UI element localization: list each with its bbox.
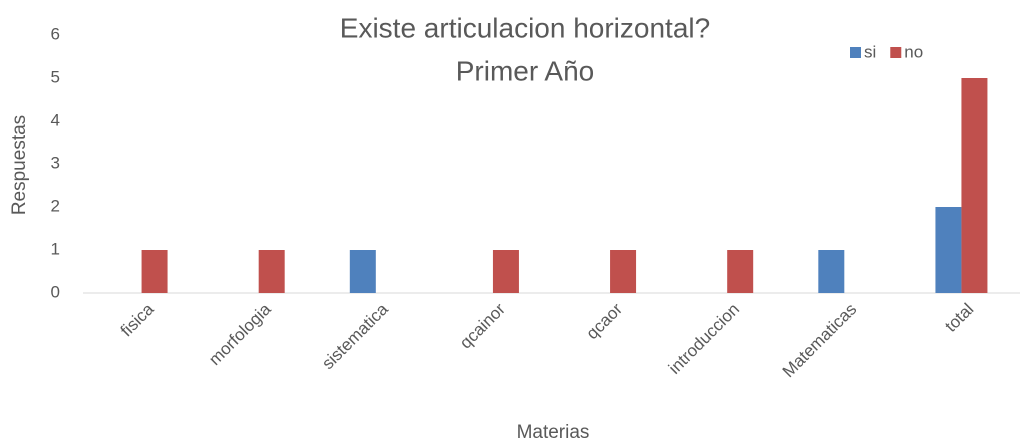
y-tick-label: 4 — [51, 110, 60, 129]
x-axis-title: Materias — [517, 422, 590, 443]
x-tick-label: Matematicas — [779, 300, 861, 382]
y-axis-title: Respuestas — [9, 115, 30, 215]
legend-label: no — [904, 42, 923, 61]
y-tick-label: 1 — [51, 239, 60, 258]
y-tick-label: 3 — [51, 153, 60, 172]
bar — [935, 207, 962, 293]
y-tick-label: 5 — [51, 67, 60, 86]
chart-title: Primer Año — [456, 55, 595, 86]
bar — [610, 250, 637, 293]
legend-swatch — [850, 47, 861, 58]
x-tick-label: introduccion — [665, 300, 743, 378]
x-tick-label: morfologia — [205, 299, 275, 369]
legend-swatch — [890, 47, 902, 58]
y-tick-label: 0 — [51, 282, 60, 301]
y-tick-label: 6 — [51, 24, 60, 43]
bar — [961, 78, 988, 293]
x-tick-label: qcaor — [583, 299, 627, 343]
bar — [727, 250, 754, 293]
x-tick-label: qcainor — [456, 299, 509, 352]
chart-title: Existe articulacion horizontal? — [340, 12, 710, 43]
bar — [492, 250, 519, 293]
bar — [349, 250, 376, 293]
legend-label: si — [864, 42, 876, 61]
bar — [818, 250, 845, 293]
x-tick-label: fisica — [117, 299, 158, 340]
x-tick-label: sistematica — [318, 299, 392, 373]
y-tick-label: 2 — [51, 196, 60, 215]
x-tick-label: total — [941, 300, 977, 336]
bar — [141, 250, 168, 293]
bar — [258, 250, 285, 293]
